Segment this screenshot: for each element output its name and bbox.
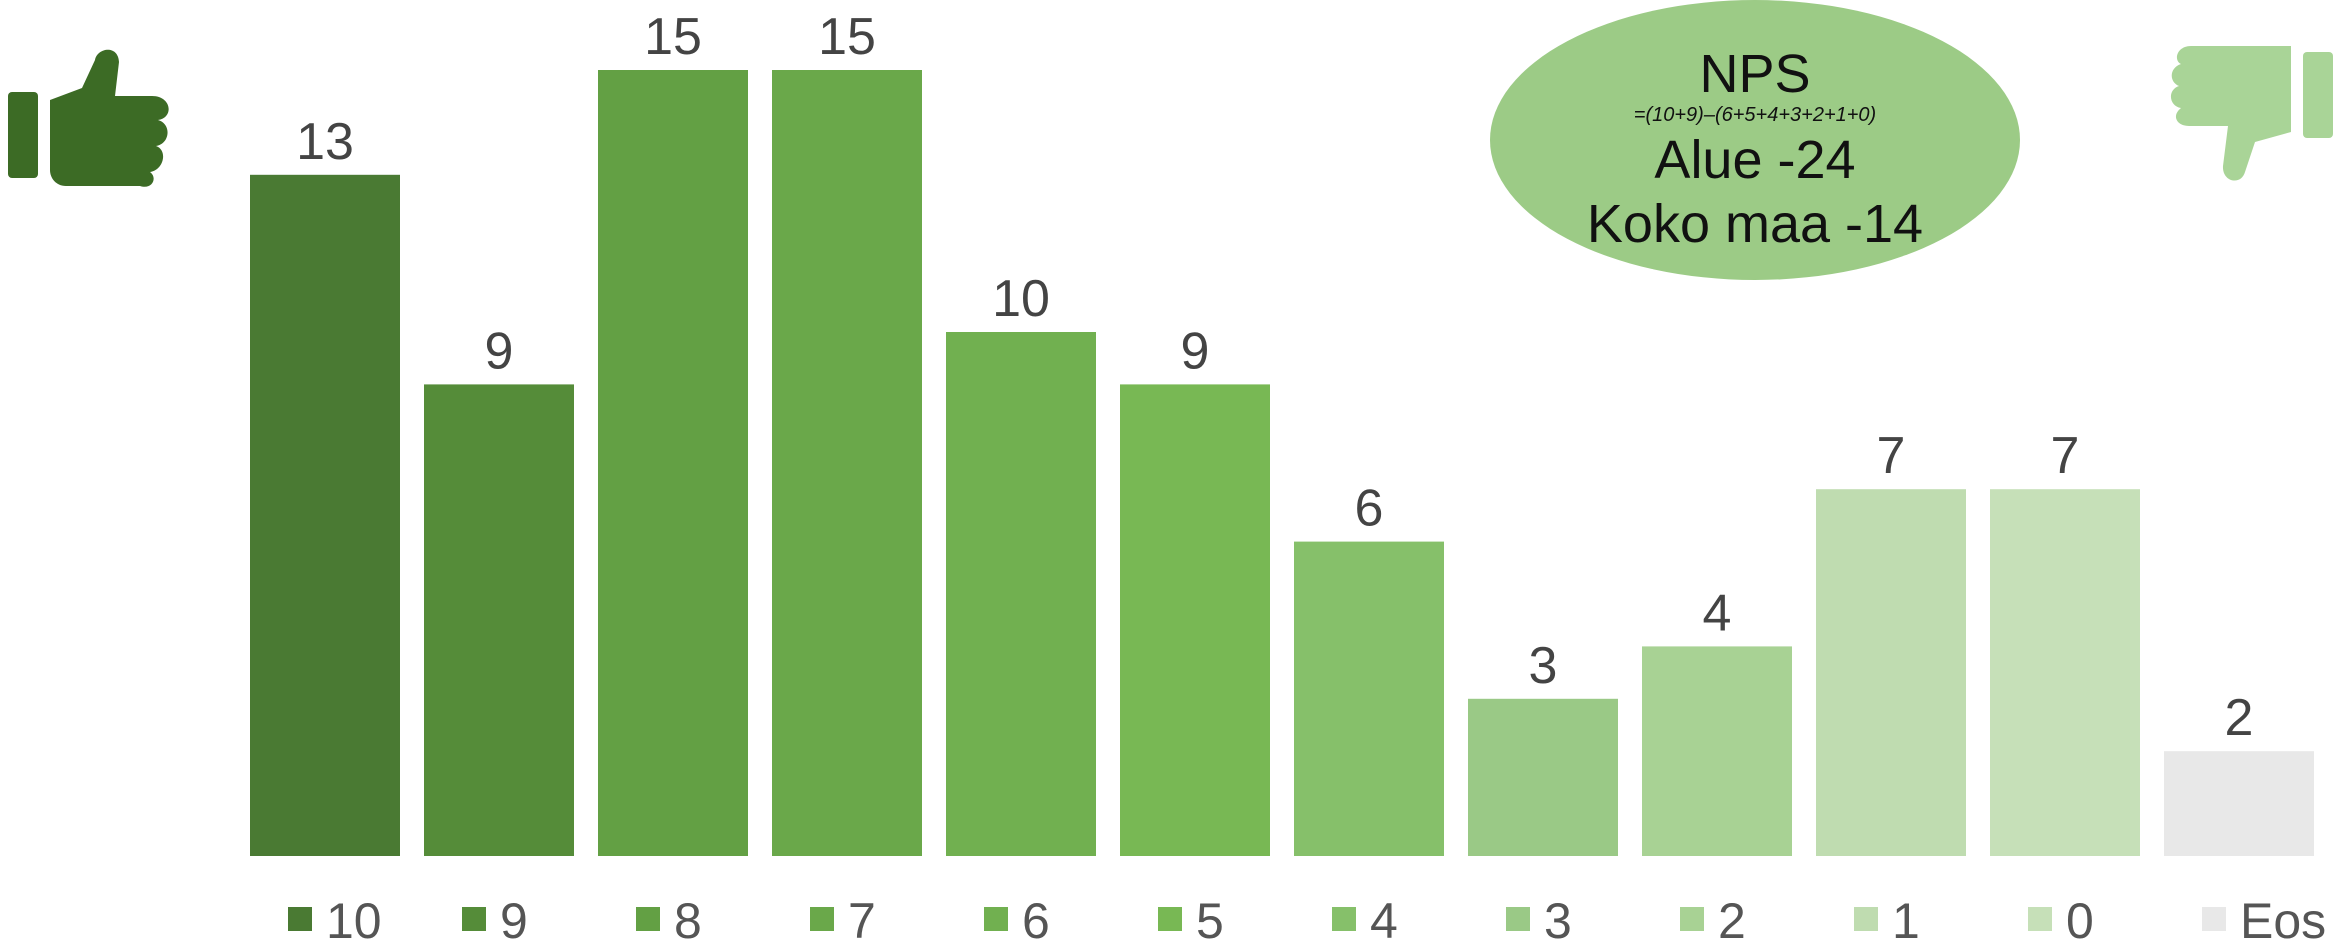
bar-10 [250,174,400,857]
legend-label-2: 2 [1718,893,1746,944]
legend-label-9: 9 [500,893,528,944]
legend-label-eos: Eos [2240,893,2326,944]
legend-label-5: 5 [1196,893,1224,944]
bars-group [250,70,2314,857]
bar-1 [1816,489,1966,856]
legend-label-10: 10 [326,893,382,944]
value-labels-group: 13 9 15 15 10 9 6 3 4 7 7 2 [296,8,2253,747]
value-label-1: 7 [1877,427,1906,485]
legend-label-1: 1 [1892,893,1920,944]
bar-6 [946,332,1096,856]
legend-label-4: 4 [1370,893,1398,944]
value-label-7: 15 [818,8,876,66]
bar-9 [424,384,574,856]
legend-swatch-2 [1680,907,1704,931]
nps-area: Alue -24 [1654,130,1855,190]
legend-label-7: 7 [848,893,876,944]
legend-swatch-0 [2028,907,2052,931]
bar-5 [1120,384,1270,856]
value-label-0: 7 [2051,427,2080,485]
nps-formula: =(10+9)–(6+5+4+3+2+1+0) [1634,104,1876,126]
bar-3 [1468,698,1618,856]
legend-swatch-10 [288,907,312,931]
legend-swatch-5 [1158,907,1182,931]
bar-eos [2164,751,2314,856]
legend-label-0: 0 [2066,893,2094,944]
value-label-eos: 2 [2225,689,2254,747]
thumbs-down-icon [2170,46,2333,181]
bar-8 [598,70,748,856]
bar-2 [1642,646,1792,856]
value-label-6: 10 [992,270,1050,328]
legend-label-3: 3 [1544,893,1572,944]
bar-0 [1990,489,2140,856]
legend-label-6: 6 [1022,893,1050,944]
value-label-4: 6 [1355,480,1384,538]
legend-swatch-3 [1506,907,1530,931]
value-label-10: 13 [296,113,354,171]
value-label-2: 4 [1703,584,1732,642]
legend-swatch-8 [636,907,660,931]
legend-swatch-1 [1854,907,1878,931]
nps-country: Koko maa -14 [1587,194,1923,254]
thumbs-up-icon [8,49,169,187]
bar-7 [772,70,922,856]
legend-swatch-6 [984,907,1008,931]
value-label-5: 9 [1181,322,1210,380]
legend-swatch-7 [810,907,834,931]
legend-swatch-4 [1332,907,1356,931]
legend: 10 9 8 7 6 5 4 3 2 1 0 Eos [288,893,2326,944]
value-label-8: 15 [644,8,702,66]
bar-4 [1294,541,1444,856]
nps-ellipse [1490,0,2020,280]
legend-swatch-9 [462,907,486,931]
nps-summary-box: NPS =(10+9)–(6+5+4+3+2+1+0) Alue -24 Kok… [1490,0,2020,280]
value-label-9: 9 [485,322,514,380]
value-label-3: 3 [1529,637,1558,695]
legend-label-8: 8 [674,893,702,944]
legend-swatch-eos [2202,907,2226,931]
nps-title: NPS [1699,44,1810,104]
